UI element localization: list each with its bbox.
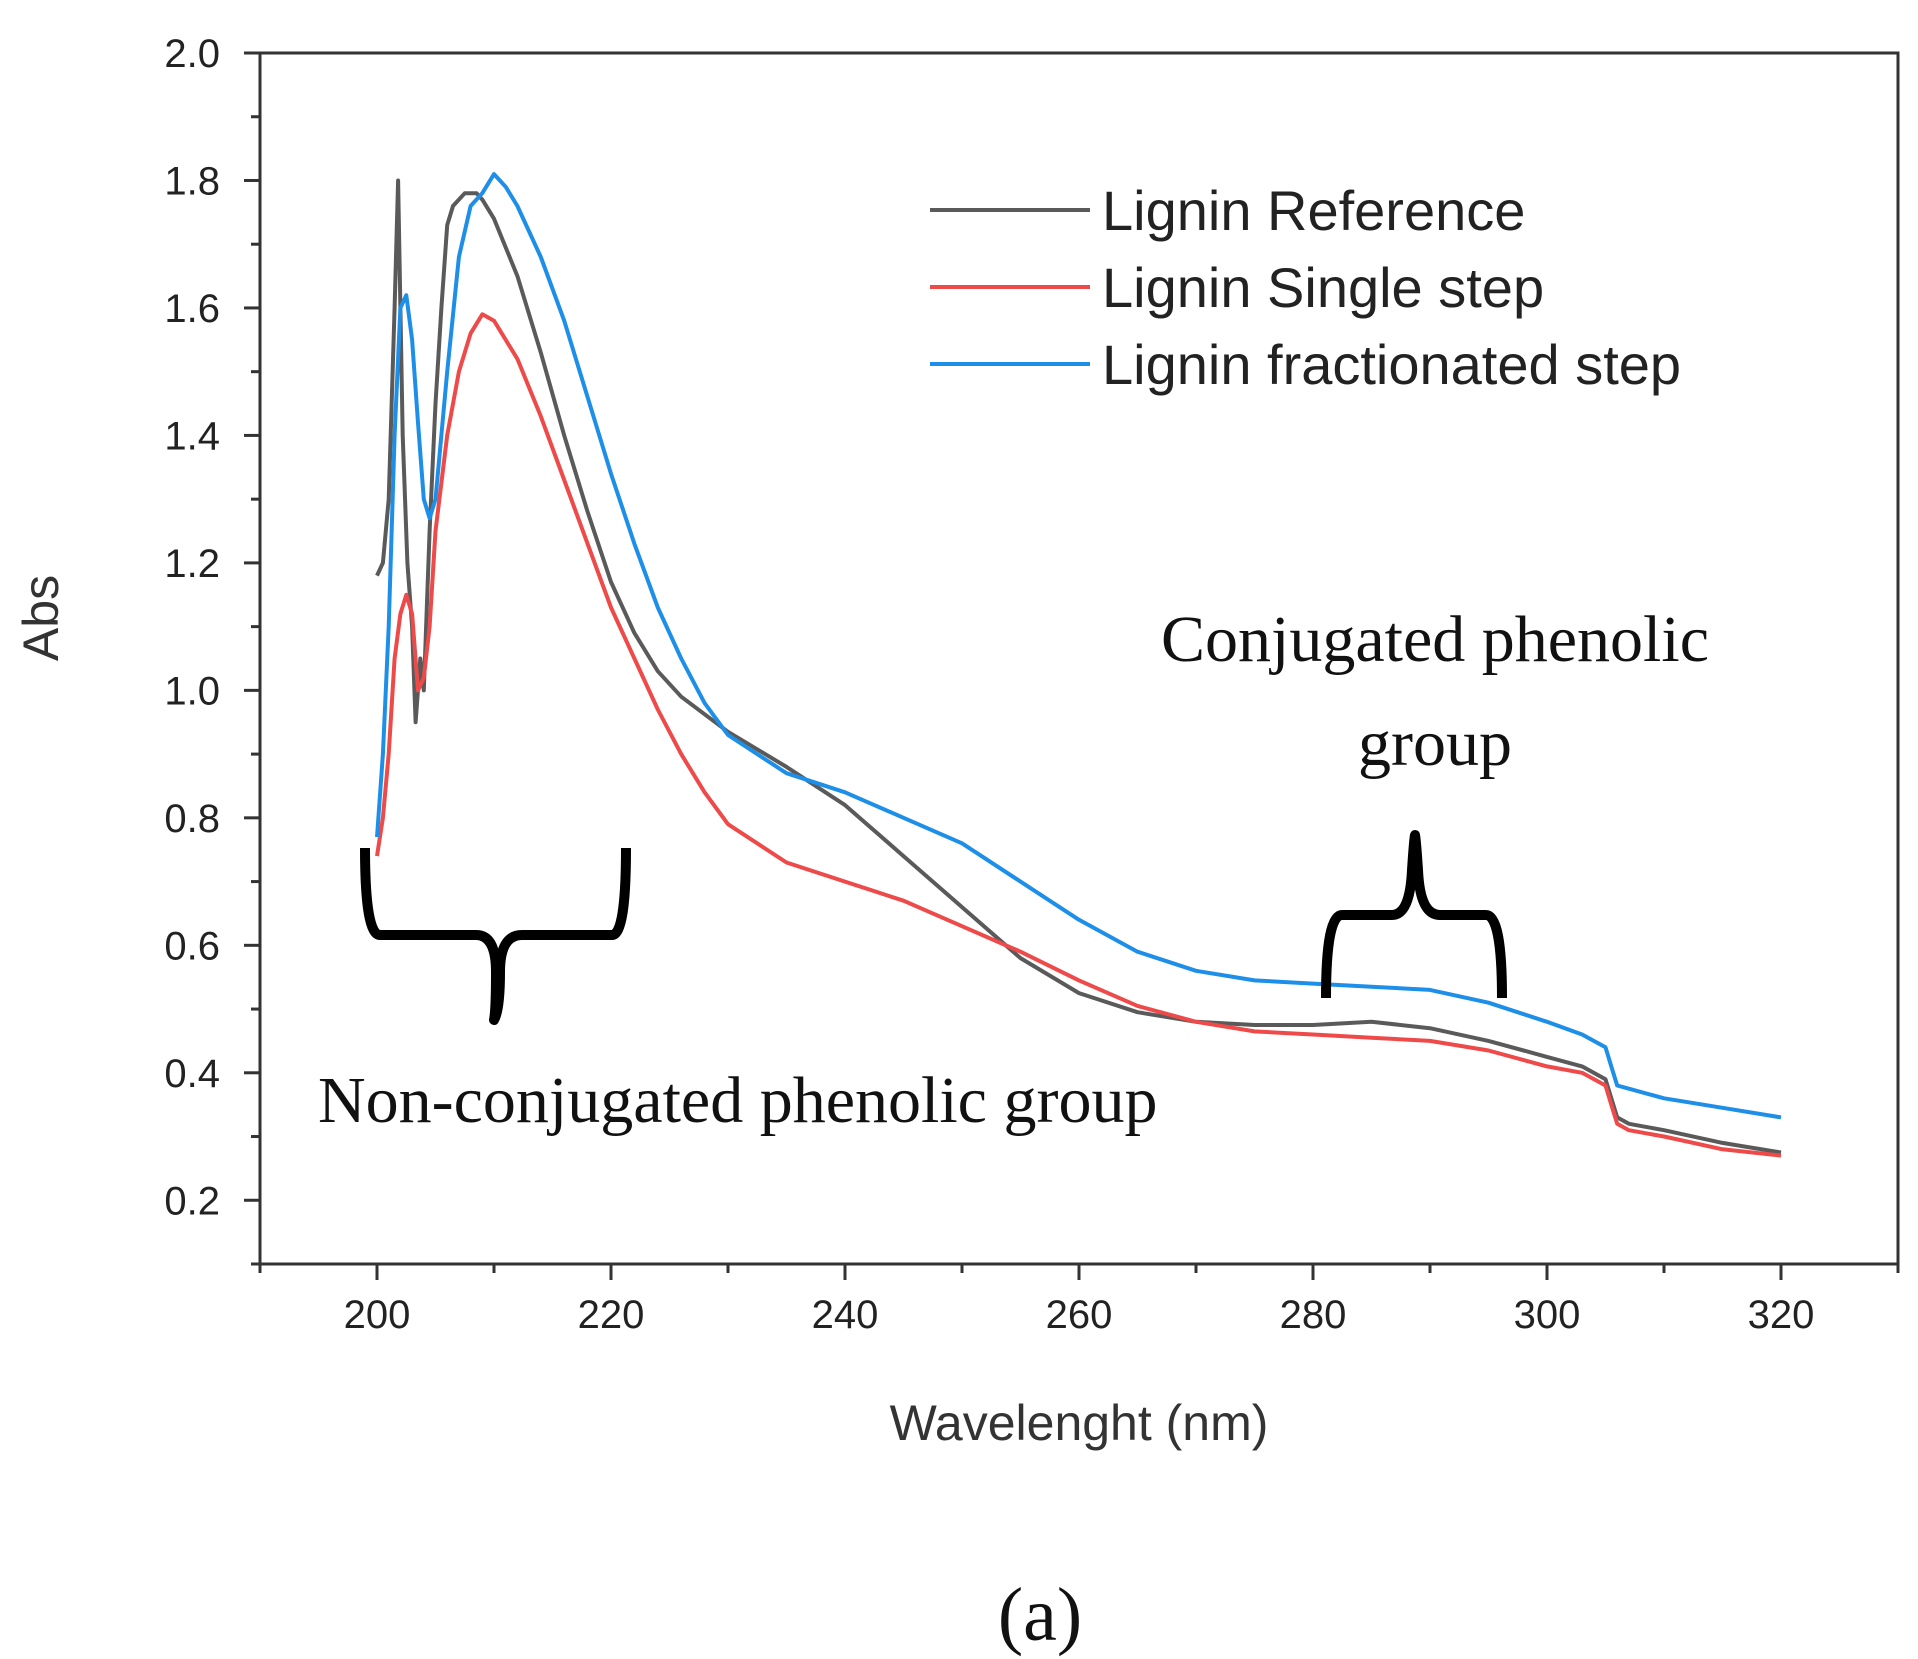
y-tick-label: 0.6	[164, 924, 220, 968]
conjugated-brace	[1321, 830, 1507, 999]
y-axis-title: Abs	[13, 575, 69, 661]
series-lines	[375, 172, 1782, 1158]
x-axis-ticks: 200 220 240 260 280 300 320	[258, 1264, 1900, 1337]
x-tick-label: 200	[344, 1293, 411, 1337]
y-tick-label: 1.4	[164, 414, 220, 458]
conjugated-annotation-line-1: Conjugated phenolic	[1161, 603, 1709, 676]
y-tick-label: 2.0	[164, 32, 220, 76]
y-axis-ticks: 0.2 0.4 0.6 0.8 1.0 1.2 1.4 1.6 1.8 2.0	[164, 32, 260, 1266]
legend-label-reference: Lignin Reference	[1102, 179, 1525, 242]
series-line-lignin-reference	[375, 178, 1782, 1155]
x-tick-label: 280	[1280, 1293, 1347, 1337]
y-tick-label: 1.6	[164, 287, 220, 331]
legend: Lignin Reference Lignin Single step Lign…	[930, 179, 1681, 396]
y-tick-label: 1.2	[164, 542, 220, 586]
x-tick-label: 300	[1514, 1293, 1581, 1337]
series-line-lignin-fractionated-step	[375, 172, 1782, 1120]
x-tick-label: 320	[1748, 1293, 1815, 1337]
y-tick-label: 0.8	[164, 797, 220, 841]
y-tick-label: 1.8	[164, 159, 220, 203]
y-tick-label: 0.4	[164, 1052, 220, 1096]
y-tick-label: 1.0	[164, 669, 220, 713]
legend-label-single-step: Lignin Single step	[1102, 256, 1544, 319]
x-axis-title: Wavelenght (nm)	[890, 1395, 1269, 1451]
non-conjugated-annotation: Non-conjugated phenolic group	[318, 1064, 1157, 1137]
y-tick-label: 0.2	[164, 1179, 220, 1223]
legend-label-fractionated-step: Lignin fractionated step	[1102, 333, 1681, 396]
panel-label: (a)	[998, 1573, 1082, 1657]
x-tick-label: 260	[1046, 1293, 1113, 1337]
x-tick-label: 220	[578, 1293, 645, 1337]
conjugated-annotation-line-2: group	[1358, 707, 1512, 780]
series-line-lignin-single-step	[375, 312, 1782, 1158]
x-tick-label: 240	[812, 1293, 879, 1337]
non-conjugated-brace	[360, 847, 631, 1025]
